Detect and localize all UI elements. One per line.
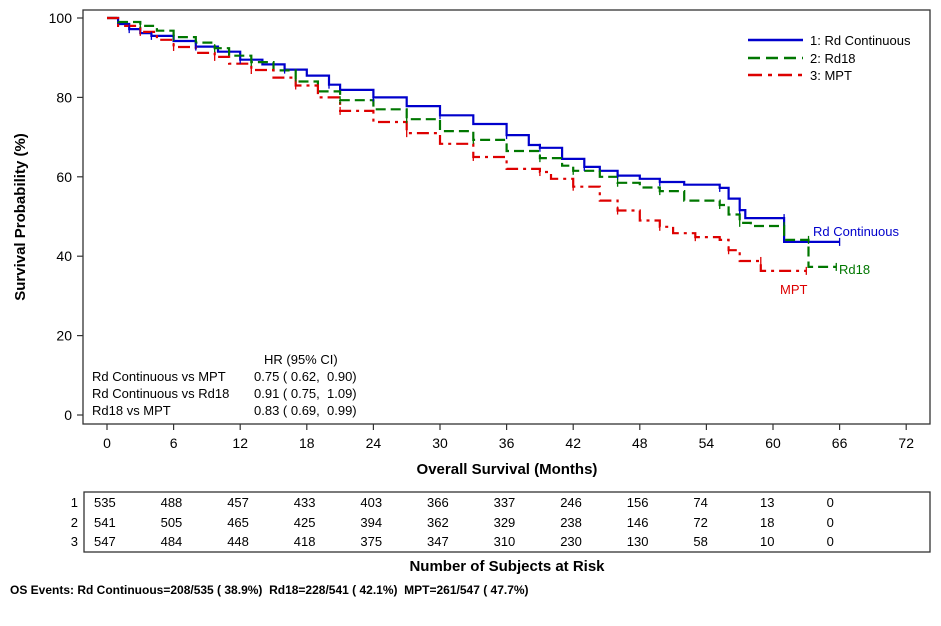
risk-cell: 394 bbox=[360, 515, 382, 530]
curve-mpt bbox=[107, 16, 807, 272]
risk-table-frame bbox=[83, 491, 931, 553]
y-tick-label: 20 bbox=[56, 328, 72, 344]
y-tick-label: 80 bbox=[56, 89, 72, 105]
risk-cell: 58 bbox=[693, 534, 707, 549]
x-tick-label: 0 bbox=[103, 435, 111, 451]
risk-cell: 74 bbox=[693, 495, 707, 510]
x-tick-label: 66 bbox=[832, 435, 848, 451]
risk-cell: 418 bbox=[294, 534, 316, 549]
x-tick-label: 24 bbox=[366, 435, 382, 451]
hr-row-value: 0.75 ( 0.62, 0.90) bbox=[254, 369, 357, 384]
risk-cell: 457 bbox=[227, 495, 249, 510]
hazard-ratio-table: HR (95% CI) Rd Continuous vs MPT 0.75 ( … bbox=[92, 352, 357, 418]
risk-cell: 547 bbox=[94, 534, 116, 549]
risk-cell: 230 bbox=[560, 534, 582, 549]
risk-cell: 0 bbox=[827, 515, 834, 530]
hr-row-value: 0.83 ( 0.69, 0.99) bbox=[254, 403, 357, 418]
y-tick-label: 0 bbox=[64, 407, 72, 423]
y-tick-label: 40 bbox=[56, 248, 72, 264]
risk-cell: 403 bbox=[360, 495, 382, 510]
risk-cell: 362 bbox=[427, 515, 449, 530]
risk-cell: 310 bbox=[494, 534, 516, 549]
risk-row-id: 2 bbox=[71, 515, 78, 530]
x-tick-label: 60 bbox=[765, 435, 781, 451]
legend-label-rd18: 2: Rd18 bbox=[810, 51, 856, 66]
risk-cell: 337 bbox=[494, 495, 516, 510]
risk-cell: 0 bbox=[827, 534, 834, 549]
risk-cell: 535 bbox=[94, 495, 116, 510]
hr-row-value: 0.91 ( 0.75, 1.09) bbox=[254, 386, 357, 401]
hr-row-label: Rd Continuous vs Rd18 bbox=[92, 386, 229, 401]
y-axis: 0 20 40 60 80 100 bbox=[49, 10, 83, 423]
os-events-footnote: OS Events: Rd Continuous=208/535 ( 38.9%… bbox=[10, 583, 529, 597]
hr-row-label: Rd Continuous vs MPT bbox=[92, 369, 226, 384]
risk-row-id: 3 bbox=[71, 534, 78, 549]
risk-cell: 130 bbox=[627, 534, 649, 549]
curve-rd-continuous bbox=[107, 16, 840, 243]
risk-cell: 505 bbox=[161, 515, 183, 530]
risk-cell: 347 bbox=[427, 534, 449, 549]
censor-marks bbox=[128, 21, 841, 275]
y-tick-label: 60 bbox=[56, 169, 72, 185]
end-label-rd-continuous: Rd Continuous bbox=[813, 224, 899, 239]
x-axis-label: Overall Survival (Months) bbox=[417, 461, 598, 478]
risk-cell: 238 bbox=[560, 515, 582, 530]
risk-cell: 488 bbox=[161, 495, 183, 510]
risk-cell: 156 bbox=[627, 495, 649, 510]
legend: 1: Rd Continuous 2: Rd18 3: MPT bbox=[748, 33, 911, 83]
legend-label-mpt: 3: MPT bbox=[810, 68, 852, 83]
risk-cell: 448 bbox=[227, 534, 249, 549]
x-tick-label: 30 bbox=[432, 435, 448, 451]
x-tick-label: 72 bbox=[898, 435, 914, 451]
risk-cell: 329 bbox=[494, 515, 516, 530]
risk-cell: 13 bbox=[760, 495, 774, 510]
risk-cell: 433 bbox=[294, 495, 316, 510]
hr-header: HR (95% CI) bbox=[264, 352, 338, 367]
risk-cell: 465 bbox=[227, 515, 249, 530]
x-tick-label: 54 bbox=[699, 435, 715, 451]
y-axis-label: Survival Probability (%) bbox=[12, 133, 29, 301]
risk-cell: 246 bbox=[560, 495, 582, 510]
risk-cell: 425 bbox=[294, 515, 316, 530]
risk-cell: 146 bbox=[627, 515, 649, 530]
x-tick-label: 48 bbox=[632, 435, 648, 451]
x-tick-label: 36 bbox=[499, 435, 515, 451]
risk-table: 1 535 488 457 433 403 366 337 246 156 74 13 02 541 505… bbox=[71, 495, 834, 549]
risk-cell: 10 bbox=[760, 534, 774, 549]
x-tick-label: 18 bbox=[299, 435, 315, 451]
risk-cell: 72 bbox=[693, 515, 707, 530]
risk-cell: 375 bbox=[360, 534, 382, 549]
risk-cell: 484 bbox=[161, 534, 183, 549]
risk-row-id: 1 bbox=[71, 495, 78, 510]
survival-curves bbox=[107, 16, 840, 272]
end-label-rd18: Rd18 bbox=[839, 262, 870, 277]
risk-cell: 18 bbox=[760, 515, 774, 530]
x-tick-label: 42 bbox=[565, 435, 581, 451]
legend-label-rd-continuous: 1: Rd Continuous bbox=[810, 33, 911, 48]
curve-end-labels: Rd Continuous Rd18 MPT bbox=[780, 224, 899, 297]
hr-row-label: Rd18 vs MPT bbox=[92, 403, 171, 418]
plot-frame bbox=[82, 9, 931, 425]
x-tick-label: 12 bbox=[232, 435, 248, 451]
risk-cell: 366 bbox=[427, 495, 449, 510]
risk-cell: 541 bbox=[94, 515, 116, 530]
end-label-mpt: MPT bbox=[780, 282, 808, 297]
y-tick-label: 100 bbox=[49, 10, 73, 26]
risk-cell: 0 bbox=[827, 495, 834, 510]
x-axis: 0 6 12 18 24 30 36 42 48 54 60 66 72 bbox=[103, 424, 914, 451]
curve-rd18 bbox=[107, 16, 837, 268]
risk-table-title: Number of Subjects at Risk bbox=[409, 558, 605, 575]
x-tick-label: 6 bbox=[170, 435, 178, 451]
